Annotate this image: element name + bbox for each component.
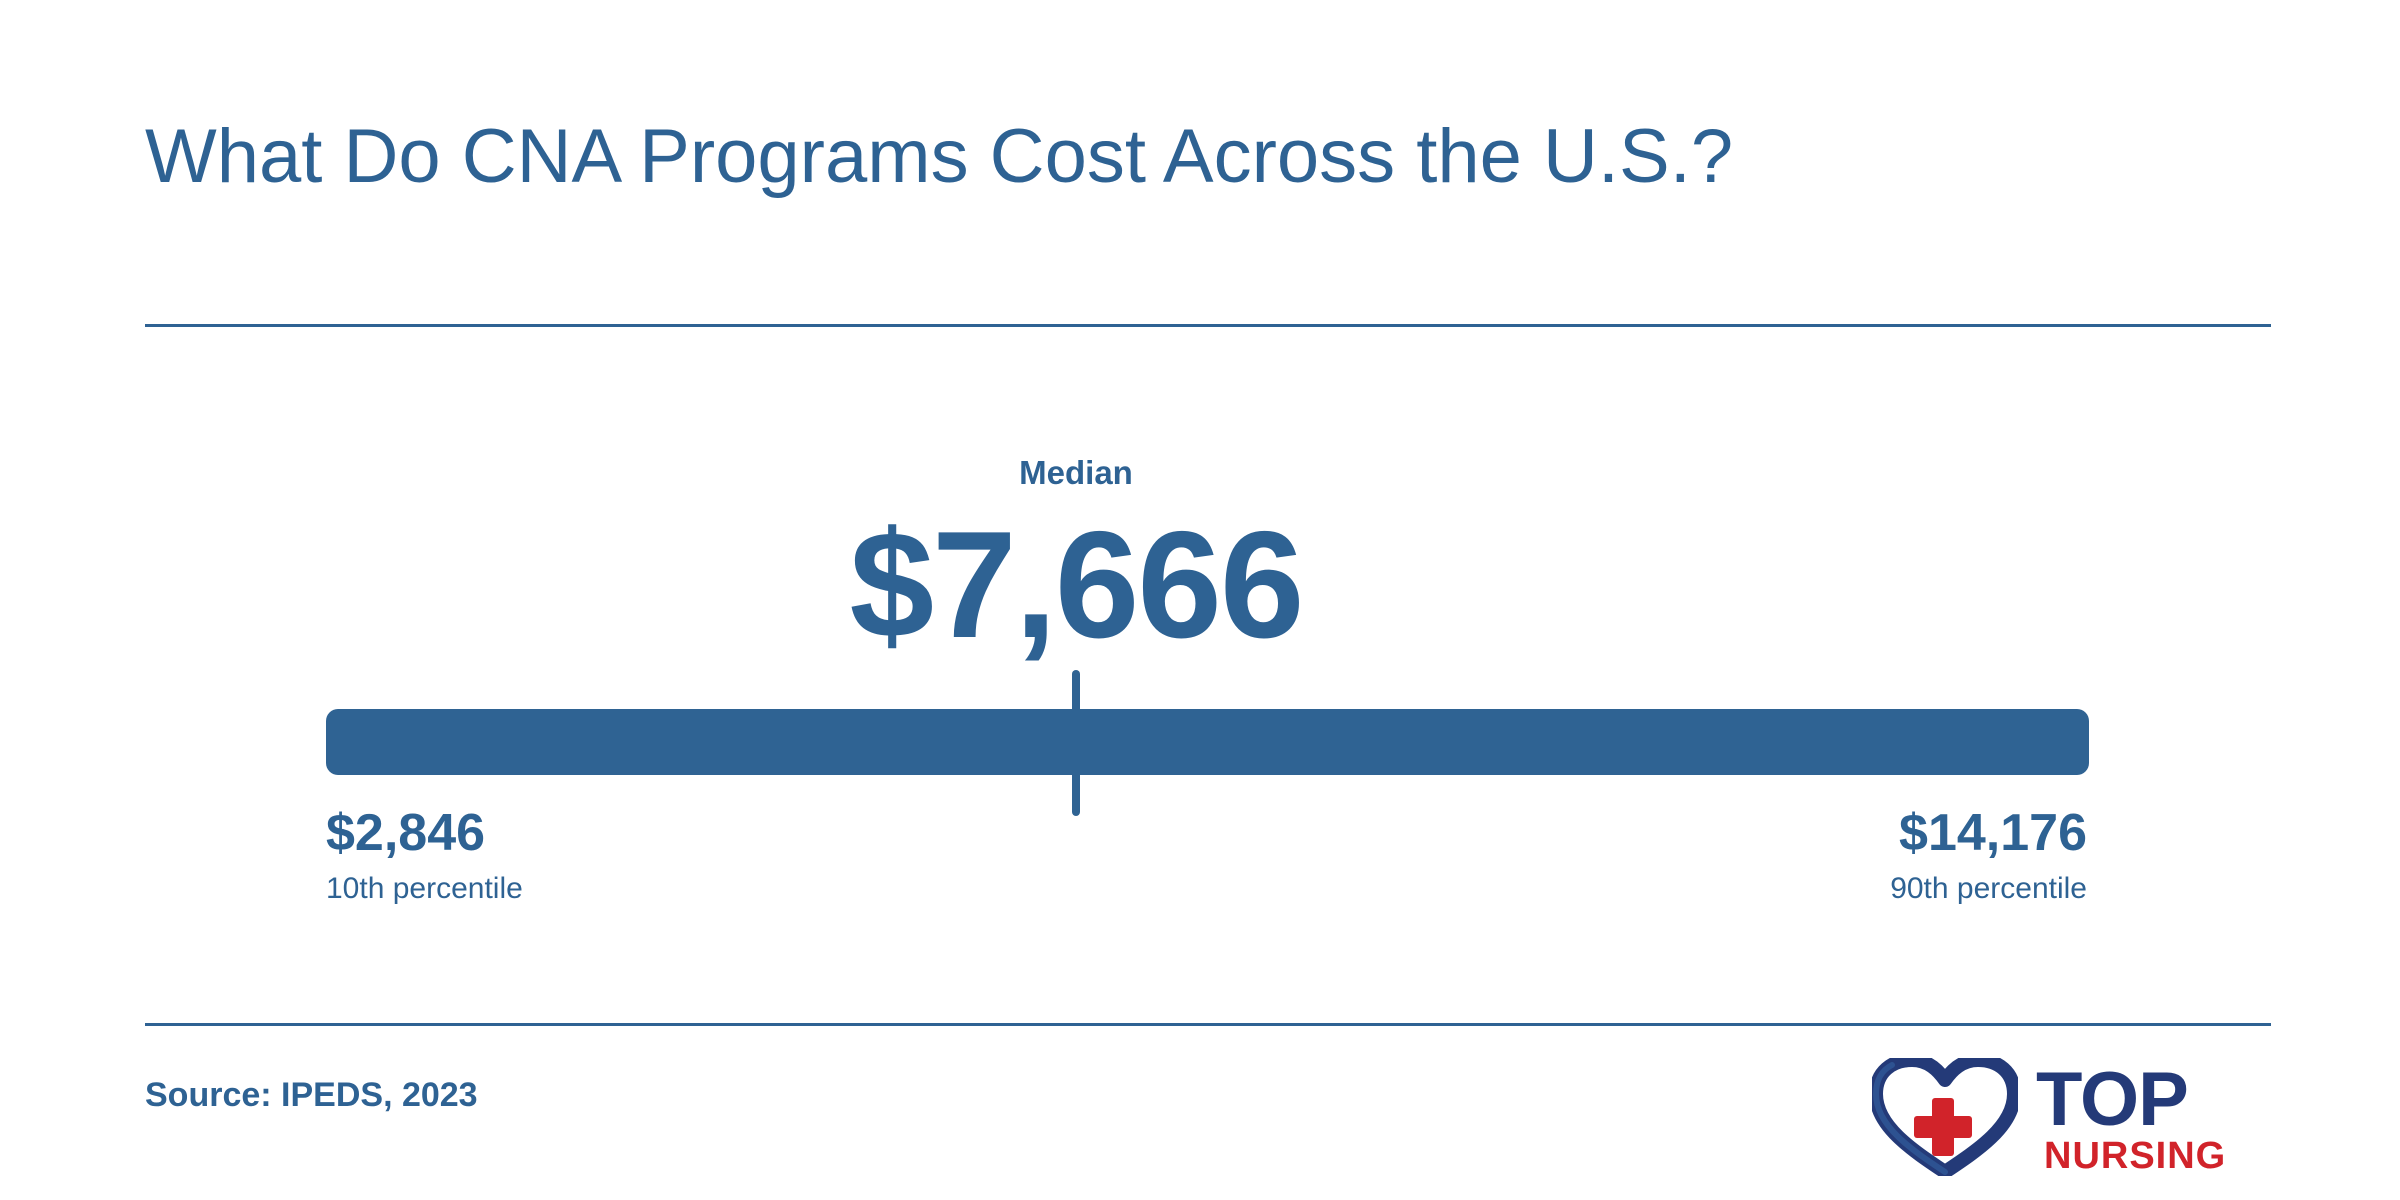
max-label: 90th percentile <box>1890 872 2087 905</box>
top-divider <box>145 324 2271 327</box>
max-value: $14,176 <box>1899 804 2087 862</box>
bottom-divider <box>145 1023 2271 1026</box>
source-note: Source: IPEDS, 2023 <box>145 1076 478 1114</box>
median-value: $7,666 <box>849 500 1305 670</box>
median-marker <box>1072 670 1080 816</box>
logo-text-nursing: NURSING <box>2044 1135 2227 1177</box>
min-label: 10th percentile <box>326 872 523 905</box>
min-value: $2,846 <box>326 804 486 862</box>
median-label: Median <box>1019 454 1133 491</box>
top-nursing-logo: TOP NURSING <box>1872 1058 2272 1176</box>
logo-text-top: TOP <box>2036 1057 2189 1142</box>
heart-with-cross-icon <box>1872 1058 2018 1176</box>
range-bar <box>326 709 2089 775</box>
chart-title: What Do CNA Programs Cost Across the U.S… <box>145 114 1734 199</box>
